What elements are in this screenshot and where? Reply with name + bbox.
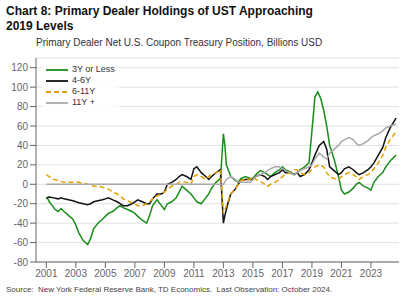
- svg-text:2023: 2023: [360, 268, 383, 279]
- svg-text:-60: -60: [14, 237, 29, 248]
- svg-text:0: 0: [22, 179, 28, 190]
- html-text:6-11Y: 6-11Y: [72, 86, 96, 96]
- svg-text:-80: -80: [14, 257, 29, 268]
- svg-text:80: 80: [17, 101, 29, 112]
- svg-text:2019: 2019: [301, 268, 324, 279]
- html-text:3Y or Less: 3Y or Less: [72, 64, 115, 74]
- html-text:Source: New York Federal Reser: Source: New York Federal Reserve Bank, T…: [6, 285, 333, 294]
- svg-text:2017: 2017: [271, 268, 294, 279]
- svg-text:2013: 2013: [212, 268, 235, 279]
- html-text:Primary Dealer Net U.S. Coupon: Primary Dealer Net U.S. Coupon Treasury …: [36, 37, 323, 48]
- svg-text:-20: -20: [14, 198, 29, 209]
- svg-text:2001: 2001: [35, 268, 58, 279]
- html-text:4-6Y: 4-6Y: [72, 75, 91, 85]
- svg-text:60: 60: [17, 121, 29, 132]
- svg-text:2011: 2011: [183, 268, 205, 279]
- svg-text:2021: 2021: [330, 268, 353, 279]
- svg-text:20: 20: [17, 159, 29, 170]
- svg-text:40: 40: [17, 140, 29, 151]
- svg-text:2007: 2007: [124, 268, 147, 279]
- svg-text:-40: -40: [14, 218, 29, 229]
- svg-text:2003: 2003: [65, 268, 88, 279]
- svg-text:2005: 2005: [94, 268, 117, 279]
- svg-text:100: 100: [11, 82, 28, 93]
- html-text:11Y +: 11Y +: [72, 97, 95, 107]
- html-text:2019 Levels: 2019 Levels: [6, 19, 74, 33]
- svg-text:2009: 2009: [153, 268, 176, 279]
- svg-text:2015: 2015: [242, 268, 265, 279]
- svg-text:120: 120: [11, 62, 28, 73]
- html-text:Chart 8: Primary Dealer Holdin: Chart 8: Primary Dealer Holdings of UST …: [6, 4, 313, 18]
